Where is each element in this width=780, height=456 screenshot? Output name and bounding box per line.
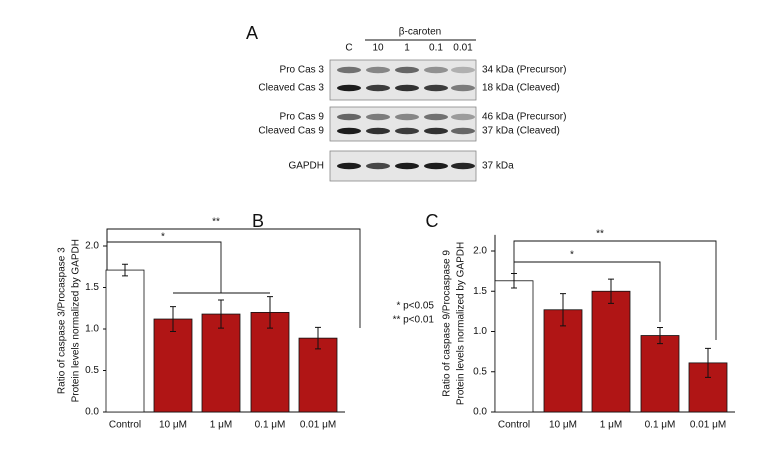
lane-label: C (345, 43, 352, 54)
band (337, 84, 361, 92)
bar (298, 337, 338, 413)
y-tick-label: 0.0 (85, 407, 99, 418)
error-bar (122, 263, 128, 277)
lane-label: 0.01 (453, 43, 473, 54)
y-tick-label: 1.0 (85, 324, 99, 335)
blot-label: Cleaved Cas 3 (258, 83, 324, 94)
lane-label: 1 (404, 43, 410, 54)
x-tick-label: 0.01 μM (690, 420, 726, 431)
panel-label: B (252, 211, 264, 231)
bar (201, 313, 241, 413)
significance-mark: * (161, 232, 165, 243)
x-tick-label: Control (498, 420, 530, 431)
error-bar (608, 278, 614, 304)
y-tick-label: 1.0 (473, 326, 487, 337)
error-bar (560, 293, 566, 327)
band (395, 66, 419, 74)
y-tick-label: 0.5 (85, 365, 99, 376)
error-bar (218, 299, 224, 329)
treatment-label: β-caroten (399, 27, 441, 38)
error-bar (315, 326, 321, 350)
panel-label: C (426, 211, 439, 231)
y-tick-label: 1.5 (85, 282, 99, 293)
x-tick-label: 10 μM (549, 420, 577, 431)
lane-label: 10 (372, 43, 384, 54)
error-bar (705, 347, 711, 378)
significance-mark: ** (596, 229, 604, 240)
y-axis-label: Protein levels normalized by GAPDH (71, 239, 82, 402)
bar (153, 318, 193, 413)
band (395, 162, 419, 170)
band (366, 84, 390, 92)
significance-legend: * p<0.05 (396, 301, 434, 312)
blot-size: 46 kDa (Precursor) (482, 112, 566, 123)
y-tick-label: 1.5 (473, 286, 487, 297)
blot-size: 34 kDa (Precursor) (482, 65, 566, 76)
blot-size: 18 kDa (Cleaved) (482, 83, 560, 94)
bar (250, 311, 290, 413)
band (424, 66, 448, 74)
significance-bracket (106, 228, 361, 328)
band (366, 127, 390, 135)
band (451, 127, 475, 135)
x-tick-label: 1 μM (600, 420, 622, 431)
blot-label: GAPDH (288, 161, 324, 172)
error-bar (267, 296, 273, 329)
significance-mark: * (570, 250, 574, 261)
band (424, 113, 448, 121)
y-axis-label: Protein levels normalized by GAPDH (456, 242, 467, 405)
band (424, 84, 448, 92)
y-tick-label: 0.5 (473, 366, 487, 377)
x-tick-label: 0.01 μM (300, 420, 336, 431)
error-bar (657, 326, 663, 345)
bar (494, 280, 534, 413)
bar (640, 335, 680, 413)
significance-bracket (513, 240, 717, 340)
error-bar (170, 306, 176, 332)
blot (329, 106, 477, 142)
x-tick-label: 10 μM (159, 420, 187, 431)
band (451, 113, 475, 121)
band (451, 84, 475, 92)
band (366, 113, 390, 121)
y-tick-label: 2.0 (473, 246, 487, 257)
band (337, 162, 361, 170)
panel-label: A (246, 23, 258, 43)
band (395, 127, 419, 135)
band (424, 127, 448, 135)
significance-mark: ** (212, 217, 220, 228)
band (337, 66, 361, 74)
band (451, 162, 475, 170)
lane-label: 0.1 (429, 43, 443, 54)
x-tick-label: 1 μM (210, 420, 232, 431)
x-tick-label: 0.1 μM (255, 420, 286, 431)
bar (105, 269, 145, 413)
band (395, 113, 419, 121)
band (451, 66, 475, 74)
band (366, 66, 390, 74)
y-tick-label: 2.0 (85, 241, 99, 252)
band (337, 127, 361, 135)
blot-label: Cleaved Cas 9 (258, 126, 324, 137)
y-axis-label: Ratio of caspase 3/Procaspase 3 (57, 247, 68, 394)
blot-size: 37 kDa (482, 161, 514, 172)
y-axis-label: Ratio of caspase 9/Procaspase 9 (442, 250, 453, 397)
significance-bracket (514, 261, 661, 322)
blot (329, 59, 477, 101)
significance-legend: ** p<0.01 (393, 315, 435, 326)
bar (543, 309, 583, 413)
x-tick-label: Control (109, 420, 141, 431)
x-tick-label: 0.1 μM (645, 420, 676, 431)
blot-size: 37 kDa (Cleaved) (482, 126, 560, 137)
band (424, 162, 448, 170)
band (337, 113, 361, 121)
band (395, 84, 419, 92)
y-tick-label: 0.0 (473, 407, 487, 418)
bar (591, 290, 631, 413)
blot-label: Pro Cas 3 (280, 65, 325, 76)
significance-bracket (107, 241, 270, 294)
blot-label: Pro Cas 9 (280, 112, 325, 123)
band (366, 162, 390, 170)
